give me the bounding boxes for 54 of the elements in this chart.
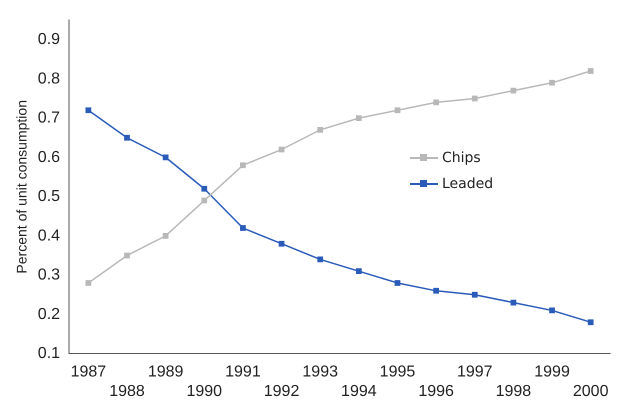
y-tick-label: 0.8 (38, 70, 60, 88)
point (124, 252, 130, 258)
x-tick-label: 1990 (186, 382, 222, 400)
y-axis-title: Percent of unit consumption (13, 100, 30, 274)
point (472, 96, 478, 102)
point (240, 225, 246, 231)
x-tick-label: 1989 (148, 364, 184, 381)
y-tick-label: 0.5 (38, 188, 60, 206)
y-tick-label: 0.3 (38, 266, 60, 284)
x-tick-label: 1994 (341, 382, 377, 400)
point (85, 107, 92, 114)
point (356, 115, 362, 121)
y-tick-label: 0.7 (38, 110, 60, 127)
point (240, 162, 246, 168)
y-tick-label: 0.6 (38, 148, 60, 166)
x-tick-label: 1987 (70, 364, 106, 381)
y-tick-label: 0.1 (38, 345, 60, 362)
point (201, 186, 208, 192)
point (472, 292, 478, 298)
point (317, 127, 324, 133)
x-tick-label: 1995 (380, 364, 416, 381)
point (317, 256, 324, 262)
x-tick-label: 1998 (496, 382, 532, 400)
x-tick-label: 1991 (225, 364, 261, 381)
point (510, 88, 516, 94)
x-tick-label: 2000 (572, 382, 609, 400)
legend-label: Leaded (442, 176, 494, 192)
point (394, 280, 400, 286)
y-tick-label: 0.4 (38, 227, 60, 244)
x-tick-label: 1992 (264, 382, 300, 400)
point (394, 107, 400, 114)
x-tick-label: 1997 (456, 364, 493, 381)
x-tick-label: 1999 (534, 364, 570, 381)
point (162, 154, 169, 160)
point (588, 68, 594, 74)
legend-label: Chips (442, 150, 481, 166)
x-tick-label: 1988 (109, 382, 145, 400)
point (201, 198, 208, 204)
point (549, 80, 555, 86)
x-tick-label: 1993 (302, 364, 338, 381)
point (356, 268, 362, 274)
point (433, 100, 439, 106)
point (124, 134, 130, 141)
point (588, 319, 594, 326)
y-tick-label: 0.2 (38, 306, 60, 323)
point (85, 280, 92, 286)
x-tick-label: 1996 (418, 382, 454, 400)
y-tick-label: 0.9 (38, 31, 60, 48)
point (278, 146, 284, 152)
point (278, 240, 284, 247)
point (433, 288, 439, 294)
point (162, 232, 169, 239)
point (549, 308, 555, 314)
point (510, 300, 516, 306)
